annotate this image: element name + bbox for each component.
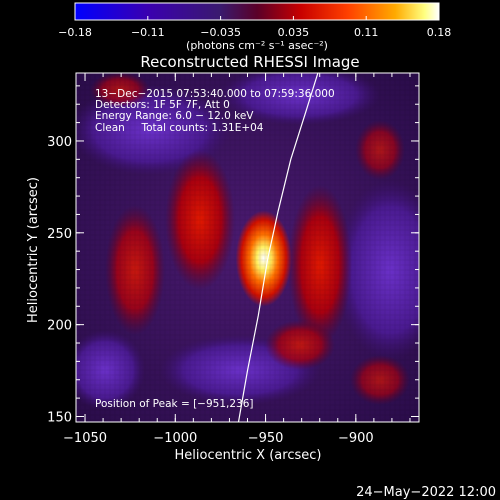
chart-title: Reconstructed RHESSI Image (140, 53, 359, 71)
colorbar-tick-label: −0.11 (131, 26, 165, 39)
annotation-clean: Clean Total counts: 1.31E+04 (95, 122, 264, 134)
y-tick-label: 150 (47, 410, 72, 425)
colorbar-ticks: −0.18 −0.11 −0.035 0.035 0.11 0.18 (58, 16, 451, 39)
colorbar-tick-label: 0.11 (354, 26, 379, 39)
pixel-grid (76, 73, 419, 422)
x-tick-label: −1000 (153, 431, 197, 446)
x-tick-label: −900 (338, 431, 374, 446)
y-tick-label: 250 (47, 227, 72, 242)
colorbar: −0.18 −0.11 −0.035 0.035 0.11 0.18 (photons c… (58, 2, 451, 52)
colorbar-frame (74, 2, 440, 21)
annotation-energy: Energy Range: 6.0 − 12.0 keV (95, 110, 254, 122)
footer-timestamp: 24−May−2022 12:00 (356, 485, 496, 500)
peak-position-label: Position of Peak = [−951,236] (95, 398, 254, 410)
x-tick-label: −1050 (63, 431, 107, 446)
y-axis-label: Heliocentric Y (arcsec) (26, 177, 41, 323)
rhessi-image (76, 73, 419, 422)
y-tick-label: 200 (47, 319, 72, 334)
y-tick-label: 300 (47, 135, 72, 150)
x-axis-label: Heliocentric X (arcsec) (175, 448, 322, 463)
x-axis: −1050 −1000 −950 −900 (63, 73, 411, 446)
annotation-detectors: Detectors: 1F 5F 7F, Att 0 (95, 99, 230, 111)
colorbar-tick-label: −0.035 (200, 26, 241, 39)
x-tick-label: −950 (248, 431, 284, 446)
annotation-block: 13−Dec−2015 07:53:40.000 to 07:59:36.000… (95, 88, 335, 134)
solar-limb-curve (237, 73, 319, 422)
colorbar-gradient (75, 3, 439, 20)
colorbar-unit-label: (photons cm⁻² s⁻¹ asec⁻²) (186, 39, 328, 52)
annotation-time: 13−Dec−2015 07:53:40.000 to 07:59:36.000 (95, 88, 335, 100)
y-axis: 150 200 250 300 (47, 85, 419, 425)
colorbar-tick-label: 0.18 (427, 26, 452, 39)
colorbar-tick-label: −0.18 (58, 26, 92, 39)
colorbar-tick-label: 0.035 (278, 26, 310, 39)
